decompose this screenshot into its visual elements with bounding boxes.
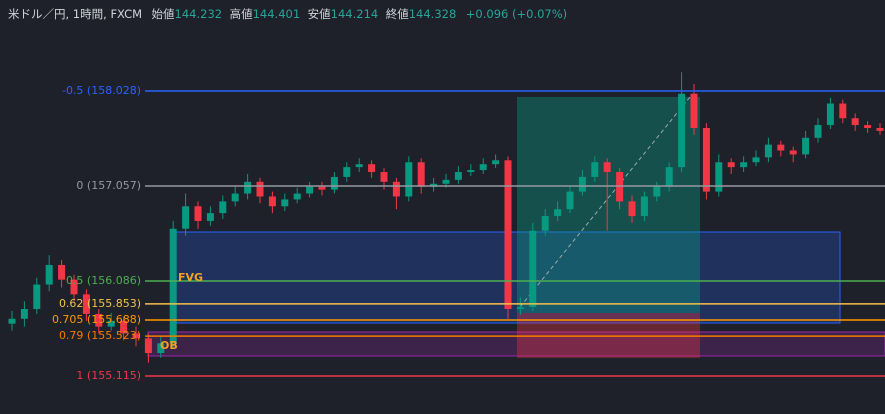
low-label: 安値	[308, 7, 331, 21]
candle-body	[107, 320, 115, 327]
candle-body	[752, 157, 760, 163]
candle-body	[864, 125, 872, 128]
zone-label: OB	[160, 339, 178, 352]
candle-body	[876, 127, 884, 131]
candle-body	[839, 103, 847, 119]
candle-body	[826, 103, 834, 126]
fib-label: 0 (157.057)	[76, 179, 141, 192]
fib-label: 0.5 (156.086)	[66, 274, 141, 287]
candle-body	[492, 160, 500, 165]
position-path	[519, 96, 691, 308]
candle-body	[293, 193, 301, 200]
candle-body	[690, 93, 698, 128]
candle-body	[206, 213, 214, 221]
candle-body	[157, 343, 165, 354]
candle-body	[628, 201, 636, 217]
candle-body	[120, 320, 128, 334]
candle-body	[640, 196, 648, 217]
candle-body	[95, 313, 103, 327]
candle-body	[343, 167, 351, 177]
candle-body	[268, 196, 276, 207]
candle-body	[516, 307, 524, 310]
candle-body	[851, 118, 859, 126]
candle-body	[479, 164, 487, 171]
candle-body	[330, 176, 338, 190]
close-label: 終値	[386, 7, 409, 21]
candle-body	[20, 309, 28, 319]
candle-body	[789, 150, 797, 155]
fib-label: 0.62 (155.853)	[59, 297, 141, 310]
candle-body	[58, 264, 66, 280]
candle-body	[702, 127, 710, 192]
candle-body	[144, 338, 152, 354]
candle-body	[169, 228, 177, 344]
high-label: 高値	[230, 7, 253, 21]
candle-body	[715, 162, 723, 192]
profit-zone	[517, 96, 700, 314]
candle-body	[554, 209, 562, 217]
close: 144.328	[409, 7, 457, 21]
candle-body	[8, 318, 16, 324]
candle-body	[777, 144, 785, 151]
candle-body	[132, 333, 140, 339]
candle-body	[355, 164, 363, 168]
candle-body	[740, 162, 748, 168]
candle-body	[82, 294, 90, 314]
candle-body	[417, 162, 425, 187]
low: 144.214	[331, 7, 379, 21]
candle-body	[318, 186, 326, 190]
candle-body	[45, 264, 53, 285]
candle-body	[405, 162, 413, 197]
fib-label: -0.5 (158.028)	[62, 84, 141, 97]
candle-body	[764, 144, 772, 158]
candle-body	[219, 201, 227, 214]
candle-body	[467, 170, 475, 173]
candle-body	[306, 186, 314, 194]
candle-body	[802, 137, 810, 155]
candle-body	[33, 284, 41, 310]
candle-body	[665, 167, 673, 187]
candle-body	[541, 216, 549, 231]
change: +0.096 (+0.07%)	[466, 7, 567, 21]
zone-label: FVG	[178, 271, 203, 284]
candle-body	[244, 181, 252, 194]
header: 米ドル／円, 1時間, FXCM 始値144.232 高値144.401 安値1…	[8, 7, 567, 21]
candle-body	[504, 160, 512, 310]
candle-body	[653, 186, 661, 197]
candle-body	[727, 162, 735, 168]
candle-body	[194, 206, 202, 221]
candle-body	[566, 191, 574, 210]
symbol: 米ドル／円, 1時間, FXCM	[8, 7, 142, 21]
fib-label: 0.79 (155.523)	[59, 329, 141, 342]
open-label: 始値	[152, 7, 175, 21]
candle-body	[281, 199, 289, 207]
candle-body	[578, 176, 586, 192]
candle-body	[591, 162, 599, 177]
candle-body	[70, 279, 78, 295]
candle-body	[182, 206, 190, 229]
candle-body	[380, 172, 388, 182]
high: 144.401	[253, 7, 301, 21]
candle-body	[603, 162, 611, 173]
open: 144.232	[175, 7, 223, 21]
fib-levels: -0.5 (158.028) 0 (157.057) 0.5 (156.086) 0.…	[52, 84, 885, 382]
fib-label: 1 (155.115)	[76, 369, 141, 382]
candle-body	[392, 181, 400, 197]
candle-body	[814, 125, 822, 138]
candle-body	[368, 164, 376, 173]
candle-body	[442, 179, 450, 184]
candle-body	[529, 230, 537, 308]
candle-body	[231, 193, 239, 202]
candle-body	[256, 181, 264, 197]
candle-body	[430, 183, 438, 187]
candle-body	[454, 172, 462, 180]
fib-label: 0.705 (155.688)	[52, 313, 141, 326]
candle-body	[678, 93, 686, 168]
